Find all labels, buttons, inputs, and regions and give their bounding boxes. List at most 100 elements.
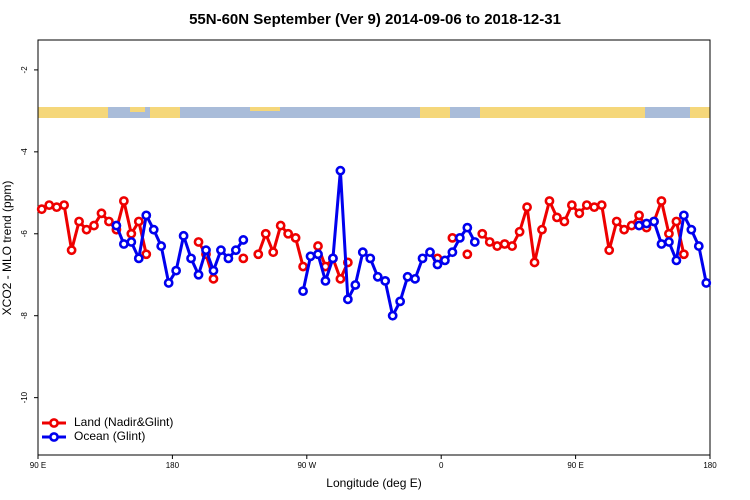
y-tick-label: -4 [20,148,29,156]
series-point [462,249,473,260]
series-point [216,245,226,256]
series-point [611,216,622,227]
series-point [380,275,391,286]
series-point [619,224,630,235]
series-point [320,275,331,286]
series-point [313,249,323,260]
series-point [342,294,353,305]
series-point [686,224,697,235]
series-point [253,249,264,260]
x-tick-label: 180 [703,461,717,470]
series-point [537,224,547,235]
legend-label: Ocean (Glint) [74,429,145,443]
series-point [447,232,458,243]
series-point [372,271,383,282]
series-point [634,210,644,221]
series-point [298,261,308,272]
series-point [260,228,271,239]
series-point [507,241,518,251]
series-line [115,169,708,318]
series-point [395,296,406,307]
series-point [223,253,234,264]
series-point [335,273,346,284]
legend-marker [49,418,59,428]
series-point [193,237,204,247]
legend-label: Land (Nadir&Glint) [74,415,173,429]
series-point [484,237,495,247]
series-point [178,230,189,241]
series-point [499,239,510,249]
chart-title: 55N-60N September (Ver 9) 2014-09-06 to … [189,11,561,28]
legend-marker [49,432,59,442]
series-point [581,200,592,210]
series-point [387,310,398,321]
series-point [410,273,420,284]
series-point [656,196,667,206]
series-point [678,249,689,260]
series-point [118,196,129,206]
series-point [671,255,682,266]
series-point [36,204,47,215]
series-point [514,226,525,237]
series-point [230,245,241,256]
series-point [156,241,167,251]
series-point [328,253,338,264]
series-point [559,216,570,227]
series-point [201,245,211,256]
series-point [462,222,473,233]
series-point [693,241,704,251]
series-point [664,228,674,239]
x-tick-label: 0 [439,461,444,470]
land-ocean-strip [38,107,710,118]
y-tick-label: -10 [20,391,29,403]
y-tick-label: -8 [20,312,29,320]
series-point [447,247,458,258]
series-point [469,237,480,247]
series-point [649,216,659,227]
series-point [44,200,55,210]
series-point [141,249,152,260]
series-point [59,200,70,210]
series-point [193,269,204,280]
series-point [238,235,249,245]
series-point [664,237,674,247]
series-point [171,265,182,276]
series-point [432,259,443,270]
series-point [96,208,107,219]
series-point [89,220,99,231]
series-point [186,253,196,264]
series-point [305,251,316,262]
series-point [104,216,114,227]
series-point [133,253,144,264]
x-tick-label: 90 W [297,461,316,470]
series-point [81,224,92,235]
series-point [51,202,62,213]
series-point [440,255,450,266]
series-point [141,210,152,221]
x-tick-label: 180 [166,461,180,470]
plot-frame [37,39,711,456]
series-point [656,239,667,249]
series-point [544,196,555,206]
series-point [74,216,84,227]
series-point [492,241,503,251]
series-point [522,202,532,213]
series-point [126,237,137,247]
series-point [268,247,279,258]
y-axis-label: XCO2 - MLO trend (ppm) [0,181,14,316]
series-point [626,220,637,231]
series-point [163,278,174,288]
series-point [208,265,219,276]
series-point [425,247,435,258]
series-point [283,228,294,239]
x-tick-label: 90 E [30,461,46,470]
series-point [118,239,129,249]
series-point [417,253,428,264]
series-point [238,253,249,264]
series-point [350,280,361,290]
series-point [313,241,323,251]
series-point [641,218,652,229]
series-point [634,220,644,231]
series-point [477,228,488,239]
